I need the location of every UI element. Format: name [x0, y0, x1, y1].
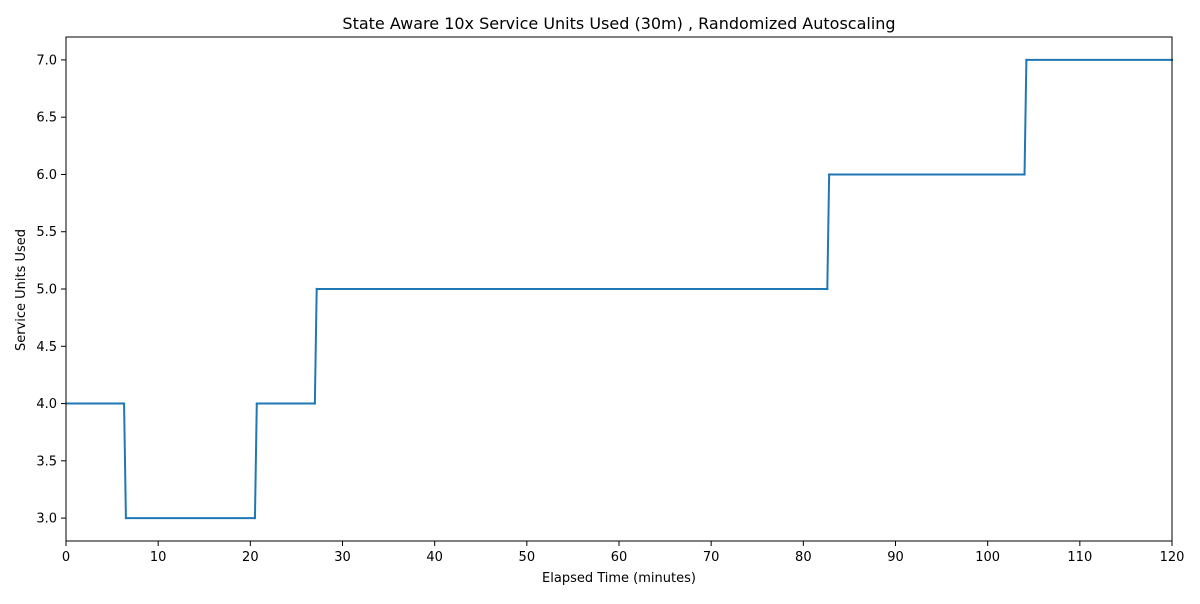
data-point [255, 402, 258, 405]
x-tick-label: 20 [242, 550, 259, 565]
data-point [122, 402, 126, 405]
series-line [66, 58, 1172, 520]
y-tick-label: 7.0 [36, 53, 57, 68]
x-tick-label: 50 [519, 550, 536, 565]
x-axis-label: Elapsed Time (minutes) [542, 571, 696, 586]
x-tick-label: 60 [611, 550, 628, 565]
x-axis-ticks: 0 10 20 30 40 50 60 70 80 90 100 110 120 [62, 541, 1185, 565]
y-tick-label: 5.5 [36, 225, 57, 240]
chart-title: State Aware 10x Service Units Used (30m)… [342, 14, 895, 33]
series-group [64, 58, 1174, 520]
x-tick-label: 80 [795, 550, 812, 565]
x-tick-label: 110 [1067, 550, 1092, 565]
x-tick-label: 0 [62, 550, 70, 565]
x-tick-label: 70 [703, 550, 720, 565]
y-axis-label: Service Units Used [14, 229, 29, 351]
y-tick-label: 6.0 [36, 168, 57, 183]
data-point [826, 287, 829, 291]
data-point [124, 516, 128, 520]
data-point [315, 287, 318, 291]
x-tick-label: 10 [150, 550, 167, 565]
x-tick-label: 120 [1160, 550, 1185, 565]
y-tick-label: 3.5 [36, 454, 57, 469]
y-tick-label: 3.0 [36, 512, 57, 527]
data-point [1025, 58, 1028, 62]
y-tick-label: 6.5 [36, 111, 57, 126]
data-point [827, 173, 831, 176]
data-point [313, 402, 317, 405]
x-tick-label: 100 [975, 550, 1000, 565]
x-tick-label: 30 [334, 550, 351, 565]
y-axis-ticks: 3.0 3.5 4.0 4.5 5.0 5.5 6.0 6.5 7.0 [36, 53, 66, 527]
plot-frame [65, 36, 1173, 542]
x-tick-label: 90 [887, 550, 904, 565]
y-tick-label: 4.5 [36, 340, 57, 355]
x-tick-label: 40 [426, 550, 443, 565]
data-point [253, 516, 257, 520]
y-tick-label: 4.0 [36, 397, 57, 412]
y-tick-label: 5.0 [36, 283, 57, 298]
data-point [1023, 173, 1026, 176]
